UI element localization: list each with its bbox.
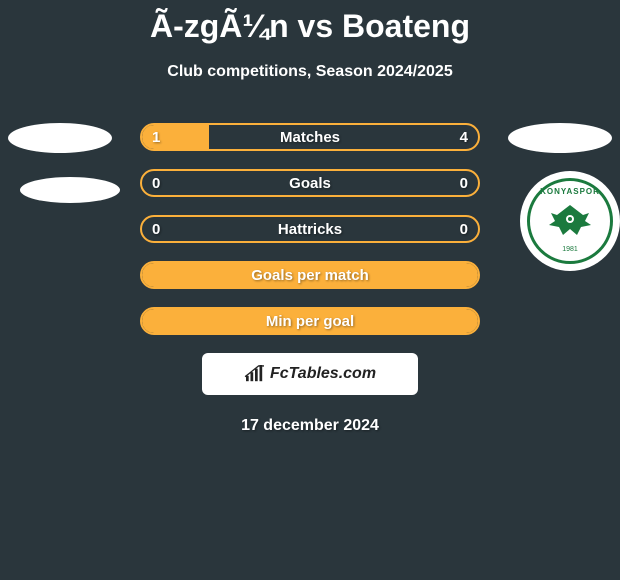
stat-value-left: 0 [152,221,160,238]
stat-bar-min-per-goal: Min per goal [140,307,480,335]
club-logo-right: KONYASPOR 1981 [520,171,620,271]
watermark-text: FcTables.com [270,365,376,383]
player-avatar-left [8,123,112,153]
stat-bar-goals: 0 Goals 0 [140,169,480,197]
stat-bar-hattricks: 0 Hattricks 0 [140,215,480,243]
stat-value-right: 4 [460,129,468,146]
stat-value-right: 0 [460,221,468,238]
watermark: FcTables.com [202,353,418,395]
stat-value-left: 1 [152,129,160,146]
stat-value-left: 0 [152,175,160,192]
stat-label: Goals per match [251,267,369,284]
stat-label: Goals [289,175,331,192]
club-logo-inner: KONYASPOR 1981 [527,178,613,264]
club-year: 1981 [562,246,578,253]
stat-label: Hattricks [278,221,342,238]
stat-label: Matches [280,129,340,146]
stat-label: Min per goal [266,313,354,330]
stat-rows: 1 Matches 4 0 Goals 0 0 Hattricks 0 Goal… [140,123,480,335]
stat-value-right: 0 [460,175,468,192]
subtitle: Club competitions, Season 2024/2025 [0,63,620,81]
eagle-icon [545,201,595,241]
chart-icon [244,365,266,383]
stat-bar-goals-per-match: Goals per match [140,261,480,289]
stats-area: KONYASPOR 1981 1 Matches 4 0 Goals 0 [0,123,620,435]
date-line: 17 december 2024 [0,417,620,435]
stat-bar-matches: 1 Matches 4 [140,123,480,151]
player-avatar-right [508,123,612,153]
page-title: Ã-zgÃ¼n vs Boateng [0,0,620,45]
player-shadow-left [20,177,120,203]
club-name: KONYASPOR [540,187,600,196]
